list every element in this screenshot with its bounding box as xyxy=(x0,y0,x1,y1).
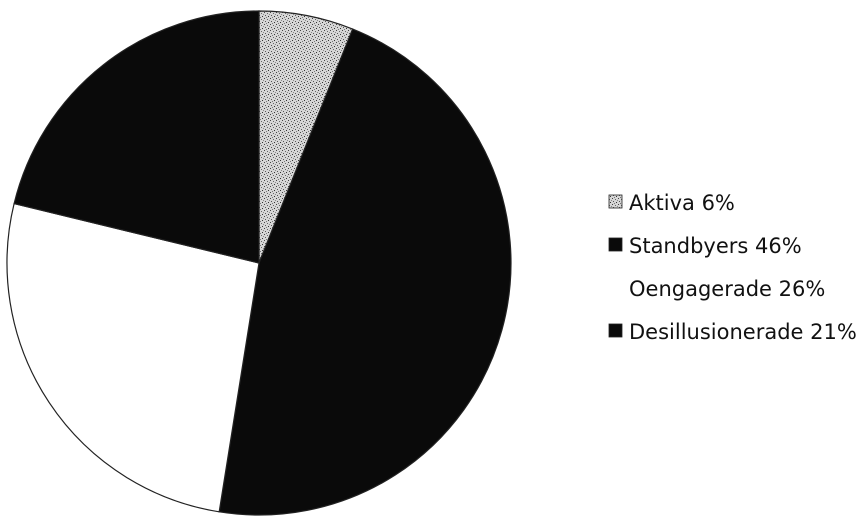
pie-slice-standbyers xyxy=(218,28,512,516)
legend-swatch-standbyers xyxy=(608,237,623,252)
legend-label-oengagerade: Oengagerade 26% xyxy=(629,277,825,301)
legend: Aktiva 6% Standbyers 46% Oengagerade 26% De… xyxy=(608,191,857,344)
legend-label-aktiva: Aktiva 6% xyxy=(629,191,735,215)
legend-label-standbyers: Standbyers 46% xyxy=(629,234,802,258)
pie-slices xyxy=(6,10,512,516)
pie-slice-oengagerade xyxy=(6,202,260,513)
legend-swatch-aktiva xyxy=(608,194,623,209)
legend-swatch-desillusionerade xyxy=(608,323,623,338)
pie-slice-desillusionerade xyxy=(13,10,260,264)
legend-label-desillusionerade: Desillusionerade 21% xyxy=(629,320,857,344)
